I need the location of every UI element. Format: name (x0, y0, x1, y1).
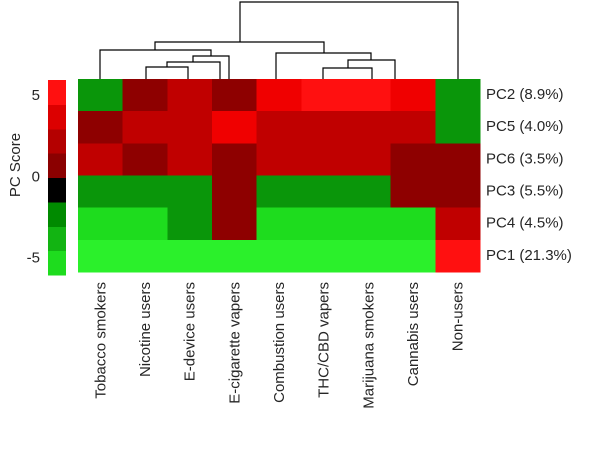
dendro-link-8 (154, 41, 325, 53)
column-label: Marijuana smokers (360, 282, 377, 409)
column-label: E-device users (182, 282, 199, 381)
heatmap-cell (78, 111, 124, 144)
heatmap-cell (212, 143, 258, 177)
heatmap-cell (122, 143, 168, 177)
heatmap-cell (212, 79, 258, 112)
colorbar-segment (48, 226, 66, 252)
heatmap-cell (301, 175, 347, 209)
heatmap-cell (435, 207, 481, 241)
column-label: THC/CBD vapers (316, 282, 333, 398)
heatmap-cell (167, 207, 213, 241)
dendro-link-9 (239, 1, 459, 79)
y-axis-title: PC Score (7, 133, 24, 197)
colorbar-tick-label: 5 (32, 87, 40, 104)
heatmap-cell (122, 175, 168, 209)
heatmap-cell (346, 207, 392, 241)
heatmap-cell (390, 207, 436, 241)
heatmap-cell (390, 239, 436, 273)
heatmap-cell (122, 207, 168, 241)
column-labels: Tobacco smokers Nicotine users E-device us… (92, 282, 466, 409)
heatmap-cell (167, 143, 213, 177)
heatmap-cell (78, 175, 124, 209)
heatmap-cell (167, 79, 213, 112)
column-dendrogram (99, 1, 459, 79)
dendro-link-3 (192, 55, 230, 79)
column-label: Cannabis users (405, 282, 422, 386)
heatmap-cell (212, 207, 258, 241)
colorbar-tick-label: -5 (27, 250, 40, 267)
column-label: Non-users (450, 282, 467, 351)
heatmap-cell (256, 143, 302, 177)
dendro-link-4 (99, 49, 212, 79)
dendro-link-1 (145, 66, 189, 79)
colorbar-segment (48, 153, 66, 179)
colorbar-tick-label: 0 (32, 168, 40, 185)
heatmap-cell (390, 175, 436, 209)
row-labels: PC2 (8.9%) PC5 (4.0%) PC6 (3.5%) PC3 (5.5%)… (486, 86, 572, 264)
heatmap-cell (167, 175, 213, 209)
column-label: Nicotine users (137, 282, 154, 377)
heatmap-cell (301, 207, 347, 241)
row-label: PC5 (4.0%) (486, 118, 564, 135)
heatmap-cell (78, 79, 124, 112)
heatmap-cell (390, 79, 436, 112)
heatmap-cell (78, 143, 124, 177)
colorbar-segment (48, 104, 66, 130)
colorbar (48, 80, 66, 276)
heatmap-cell (390, 111, 436, 144)
heatmap-cell (256, 111, 302, 144)
heatmap-cell (256, 207, 302, 241)
dendro-link-2 (166, 61, 221, 79)
heatmap-cell (78, 207, 124, 241)
heatmap-cell (301, 143, 347, 177)
heatmap-cell (256, 175, 302, 209)
heatmap-cell (435, 143, 481, 177)
colorbar-segment (48, 250, 66, 276)
heatmap-cell (435, 79, 481, 112)
heatmap-cell (301, 79, 347, 112)
row-label: PC2 (8.9%) (486, 86, 564, 103)
colorbar-segment (48, 80, 66, 105)
heatmap-cell (435, 175, 481, 209)
row-label: PC6 (3.5%) (486, 150, 564, 167)
colorbar-segment (48, 128, 66, 154)
row-label: PC4 (4.5%) (486, 215, 564, 232)
row-label: PC1 (21.3%) (486, 247, 572, 264)
heatmap-cell (256, 79, 302, 112)
column-label: Tobacco smokers (92, 282, 109, 399)
heatmap-cell (301, 239, 347, 273)
row-label: PC3 (5.5%) (486, 183, 564, 200)
heatmap-cell (346, 175, 392, 209)
heatmap-cell (346, 239, 392, 273)
heatmap-cell (346, 111, 392, 144)
heatmap-cell (390, 143, 436, 177)
heatmap-cell (167, 111, 213, 144)
heatmap-cell (212, 239, 258, 273)
heatmap-cell (167, 239, 213, 273)
colorbar-segment (48, 201, 66, 227)
column-label: Combustion users (271, 282, 288, 403)
heatmap-cell (78, 239, 124, 273)
colorbar-ticks: 5 0 -5 (27, 87, 40, 267)
heatmap-cell (212, 111, 258, 144)
heatmap-cell (435, 239, 481, 273)
heatmap-cell (122, 111, 168, 144)
heatmap-cell (346, 143, 392, 177)
column-label: E-cigarette vapers (226, 282, 243, 404)
heatmap-cell (301, 111, 347, 144)
dendro-link-5 (322, 67, 373, 79)
heatmap-cell (346, 79, 392, 112)
heatmap-cell (256, 239, 302, 273)
heatmap-cell (122, 79, 168, 112)
heatmap-cell (212, 175, 258, 209)
heatmap-cell (435, 111, 481, 144)
heatmap-cells (78, 79, 481, 273)
heatmap-cell (122, 239, 168, 273)
colorbar-segment (48, 177, 66, 203)
